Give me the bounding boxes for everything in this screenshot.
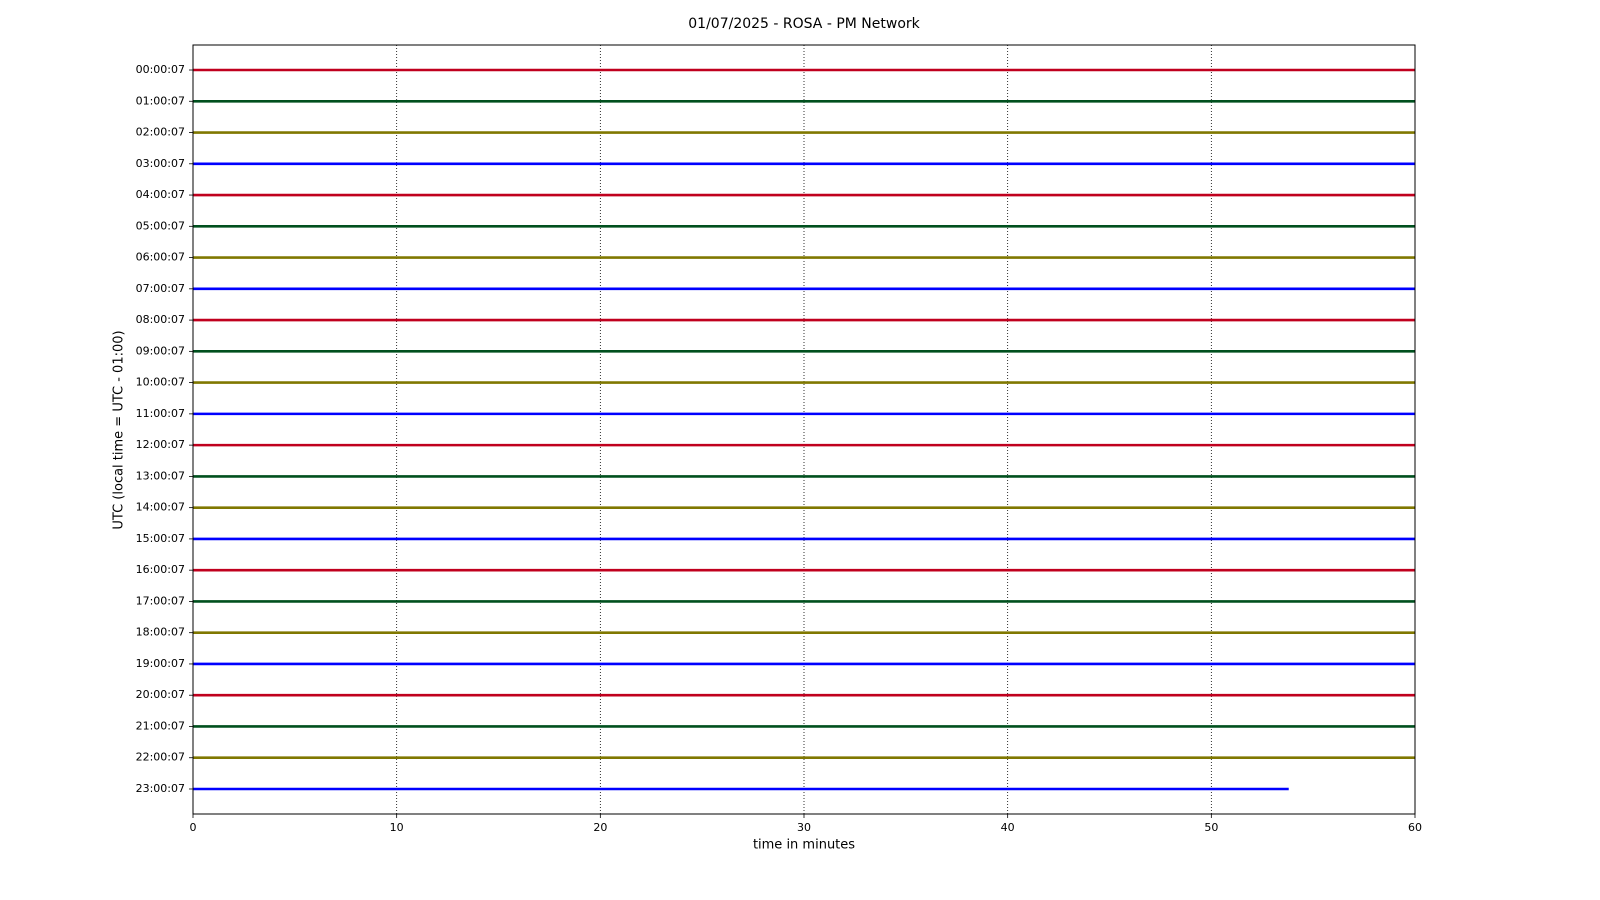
y-tick-label: 08:00:07 xyxy=(136,313,185,326)
y-tick-label: 02:00:07 xyxy=(136,126,185,139)
y-tick-label: 00:00:07 xyxy=(136,63,185,76)
y-tick-label: 09:00:07 xyxy=(136,344,185,357)
y-tick-label: 15:00:07 xyxy=(136,532,185,545)
y-axis-label: UTC (local time = UTC - 01:00) xyxy=(112,330,127,529)
y-tick-label: 03:00:07 xyxy=(136,157,185,170)
x-tick-label: 60 xyxy=(1408,821,1422,834)
x-tick-label: 40 xyxy=(1001,821,1015,834)
y-tick-label: 19:00:07 xyxy=(136,657,185,670)
y-tick-label: 13:00:07 xyxy=(136,469,185,482)
y-tick-label: 20:00:07 xyxy=(136,688,185,701)
x-tick-label: 10 xyxy=(390,821,404,834)
y-tick-label: 23:00:07 xyxy=(136,782,185,795)
y-tick-label: 12:00:07 xyxy=(136,438,185,451)
y-tick-label: 07:00:07 xyxy=(136,282,185,295)
y-tick-label: 16:00:07 xyxy=(136,563,185,576)
x-tick-label: 50 xyxy=(1204,821,1218,834)
x-tick-label: 20 xyxy=(593,821,607,834)
x-tick-label: 30 xyxy=(797,821,811,834)
y-tick-label: 05:00:07 xyxy=(136,219,185,232)
y-tick-label: 21:00:07 xyxy=(136,719,185,732)
y-tick-label: 17:00:07 xyxy=(136,594,185,607)
y-tick-label: 14:00:07 xyxy=(136,501,185,514)
y-tick-label: 18:00:07 xyxy=(136,626,185,639)
y-tick-label: 01:00:07 xyxy=(136,94,185,107)
x-axis-label: time in minutes xyxy=(753,838,855,853)
y-tick-label: 22:00:07 xyxy=(136,751,185,764)
y-tick-label: 06:00:07 xyxy=(136,251,185,264)
y-tick-label: 10:00:07 xyxy=(136,376,185,389)
y-tick-label: 11:00:07 xyxy=(136,407,185,420)
y-tick-label: 04:00:07 xyxy=(136,188,185,201)
chart-title: 01/07/2025 - ROSA - PM Network xyxy=(688,16,920,32)
x-tick-label: 0 xyxy=(190,821,197,834)
plot-frame xyxy=(192,44,1416,815)
